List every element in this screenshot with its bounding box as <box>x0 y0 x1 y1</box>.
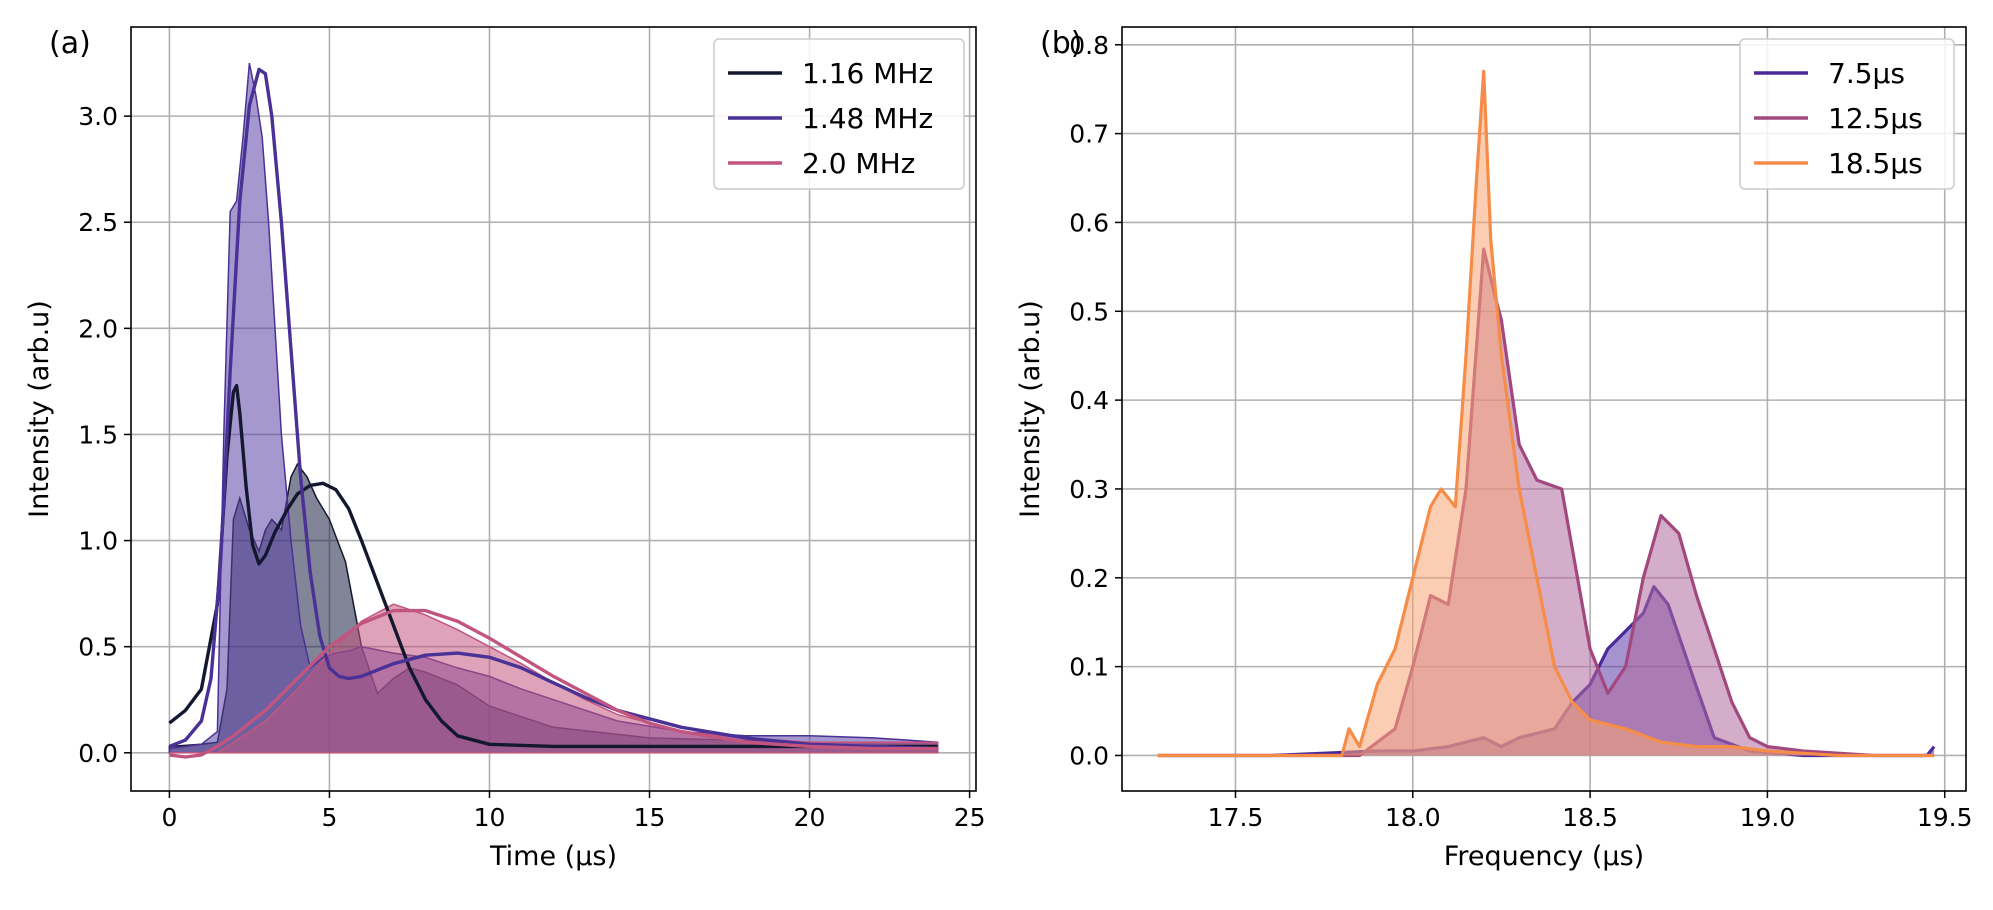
y-tick-label: 0.5 <box>78 633 118 662</box>
y-tick-label: 0.2 <box>1069 564 1109 593</box>
fit-line-1 <box>168 384 938 749</box>
legend-label: 7.5μs <box>1828 57 1905 90</box>
fit-line-2 <box>168 67 938 751</box>
fit-line-3 <box>169 608 938 759</box>
x-tick-label: 19.0 <box>1740 803 1796 832</box>
y-tick-label: 1.5 <box>78 420 118 449</box>
x-tick-label: 0 <box>161 803 177 832</box>
x-tick-label: 10 <box>474 803 506 832</box>
y-tick-label: 0.0 <box>1069 741 1109 770</box>
y-tick-label: 0.0 <box>78 739 118 768</box>
y-tick-label: 2.5 <box>78 208 118 237</box>
panel-label: (a) <box>49 26 91 61</box>
x-tick-label: 25 <box>954 803 986 832</box>
panel-label: (b) <box>1040 26 1082 61</box>
legend: 1.16 MHz 1.48 MHz 2.0 MHz <box>713 38 965 190</box>
legend-label: 1.16 MHz <box>802 57 933 90</box>
plot-area <box>1157 69 1936 758</box>
y-tick-label: 0.5 <box>1069 297 1109 326</box>
panel-b: 17.5 18.0 18.5 19.0 19.5 0.0 0.1 0.2 0.3 0.4 0.5 0.… <box>1015 26 1973 872</box>
axes-frame <box>1121 26 1967 792</box>
y-tick-label: 0.3 <box>1069 475 1109 504</box>
legend-box <box>713 38 965 190</box>
x-tick-label: 18.0 <box>1385 803 1441 832</box>
y-tick-label: 0.6 <box>1069 208 1109 237</box>
x-axis-label: Time (μs) <box>489 841 617 872</box>
x-tick-label: 17.5 <box>1208 803 1264 832</box>
x-tick-label: 20 <box>794 803 826 832</box>
y-axis-label: Intensity (arb.u) <box>1015 300 1046 518</box>
y-tick-label: 0.8 <box>1069 31 1109 60</box>
y-axis-label: Intensity (arb.u) <box>24 300 55 518</box>
legend-label: 2.0 MHz <box>802 147 915 180</box>
x-tick-label: 15 <box>634 803 666 832</box>
y-tick-label: 2.0 <box>78 314 118 343</box>
y-tick-label: 0.4 <box>1069 386 1109 415</box>
legend: 7.5μs 12.5μs 18.5μs <box>1739 38 1955 190</box>
panel-a: 0 5 10 15 20 25 0.0 0.5 1.0 1.5 2.0 2.5 3.0 Time (μs)… <box>24 26 986 872</box>
axes-frame <box>130 26 977 792</box>
y-tick-label: 0.1 <box>1069 653 1109 682</box>
legend-box <box>1739 38 1955 190</box>
x-tick-label: 18.5 <box>1562 803 1618 832</box>
plot-area <box>168 62 939 759</box>
y-tick-label: 0.7 <box>1069 120 1109 149</box>
series-line-3 <box>1157 69 1935 758</box>
x-axis-label: Frequency (μs) <box>1444 841 1644 872</box>
legend-label: 18.5μs <box>1828 147 1923 180</box>
y-tick-label: 3.0 <box>78 102 118 131</box>
series-fill-2 <box>1157 249 1935 756</box>
series-fill-3 <box>169 603 939 754</box>
legend-label: 1.48 MHz <box>802 102 933 135</box>
y-tick-label: 1.0 <box>78 527 118 556</box>
x-tick-label: 19.5 <box>1917 803 1973 832</box>
legend-label: 12.5μs <box>1828 102 1923 135</box>
x-tick-label: 5 <box>321 803 337 832</box>
